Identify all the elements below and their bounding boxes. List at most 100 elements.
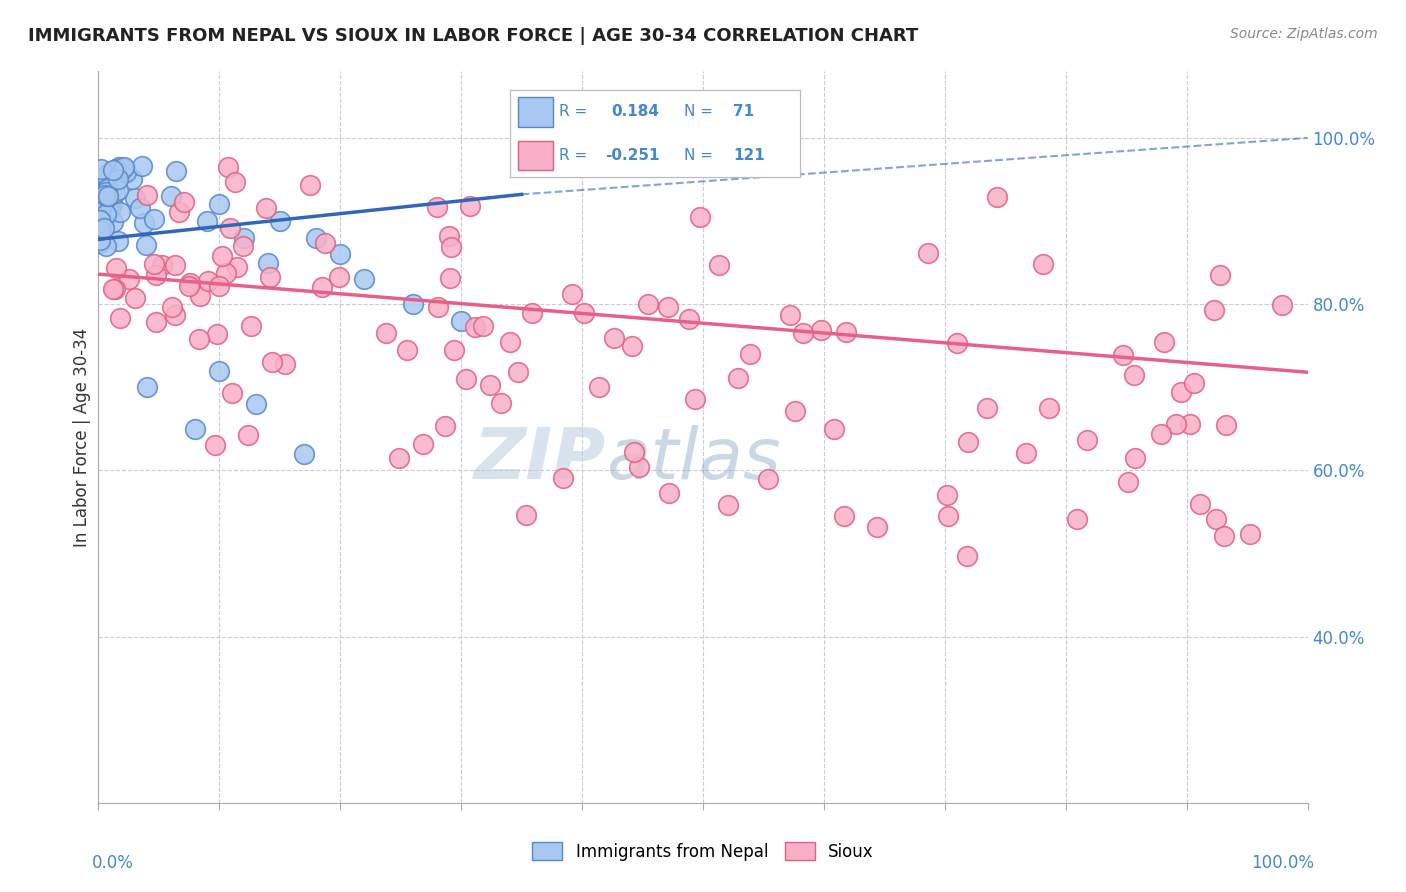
Point: [179, 277, 201, 291]
Point: [135, 238, 157, 252]
Point: [121, 172, 143, 186]
Text: Source: ZipAtlas.com: Source: ZipAtlas.com: [1230, 27, 1378, 41]
Point: [93, 212, 115, 227]
Point: [464, 319, 486, 334]
Point: [976, 401, 998, 416]
Point: [603, 331, 626, 345]
Point: [1076, 434, 1098, 448]
Point: [98, 188, 121, 202]
Point: [90, 220, 112, 235]
Point: [936, 509, 959, 524]
Point: [520, 306, 543, 320]
Point: [208, 197, 231, 211]
Point: [232, 230, 254, 244]
Point: [1032, 257, 1054, 271]
Point: [515, 508, 537, 522]
Point: [412, 437, 434, 451]
Point: [90, 162, 112, 177]
Point: [107, 183, 129, 197]
Point: [98, 202, 121, 216]
Point: [93, 187, 115, 202]
Point: [96, 181, 118, 195]
Point: [1182, 376, 1205, 390]
Point: [89, 223, 111, 237]
Point: [135, 188, 157, 202]
Point: [637, 297, 659, 311]
Point: [165, 164, 187, 178]
Point: [623, 445, 645, 459]
Point: [150, 258, 173, 272]
Point: [946, 335, 969, 350]
Y-axis label: In Labor Force | Age 30-34: In Labor Force | Age 30-34: [73, 327, 91, 547]
Point: [101, 163, 124, 178]
Point: [238, 428, 260, 442]
Point: [163, 308, 186, 322]
Point: [208, 279, 231, 293]
Point: [135, 380, 157, 394]
Point: [756, 471, 779, 485]
Legend: Immigrants from Nepal, Sioux: Immigrants from Nepal, Sioux: [526, 836, 880, 868]
Point: [256, 255, 278, 269]
Point: [112, 160, 135, 174]
Point: [832, 509, 855, 524]
Point: [254, 202, 277, 216]
Point: [132, 216, 155, 230]
Point: [792, 326, 814, 341]
Point: [450, 314, 472, 328]
Point: [785, 403, 807, 417]
Point: [93, 221, 115, 235]
Point: [834, 325, 856, 339]
Point: [108, 310, 131, 325]
Point: [1205, 511, 1227, 525]
Point: [627, 460, 650, 475]
Point: [162, 300, 184, 314]
Point: [329, 247, 352, 261]
Point: [107, 235, 129, 249]
Point: [259, 270, 281, 285]
Point: [89, 233, 111, 247]
Point: [240, 318, 263, 333]
Point: [709, 258, 731, 272]
Point: [89, 235, 111, 249]
Text: IMMIGRANTS FROM NEPAL VS SIOUX IN LABOR FORCE | AGE 30-34 CORRELATION CHART: IMMIGRANTS FROM NEPAL VS SIOUX IN LABOR …: [28, 27, 918, 45]
Point: [89, 188, 111, 202]
Point: [94, 238, 117, 252]
Point: [1112, 347, 1135, 361]
Point: [105, 261, 128, 276]
Point: [1149, 426, 1171, 441]
Point: [588, 380, 610, 394]
Point: [439, 270, 461, 285]
Point: [678, 312, 700, 326]
Point: [129, 201, 152, 215]
Point: [561, 286, 583, 301]
Point: [224, 175, 246, 189]
Point: [1066, 512, 1088, 526]
Point: [142, 212, 165, 227]
Text: 0.0%: 0.0%: [93, 854, 134, 872]
Point: [620, 339, 643, 353]
Point: [274, 358, 297, 372]
Point: [89, 213, 111, 227]
Point: [108, 161, 131, 175]
Point: [218, 220, 240, 235]
Point: [93, 184, 115, 198]
Point: [217, 160, 239, 174]
Point: [396, 343, 419, 358]
Point: [96, 207, 118, 221]
Point: [145, 315, 167, 329]
Point: [460, 199, 482, 213]
Point: [94, 188, 117, 202]
Point: [208, 363, 231, 377]
Point: [96, 189, 118, 203]
Point: [91, 198, 114, 212]
Point: [388, 450, 411, 465]
Point: [89, 233, 111, 247]
Point: [188, 332, 211, 346]
Point: [375, 326, 398, 340]
Point: [689, 211, 711, 225]
Text: 100.0%: 100.0%: [1250, 854, 1313, 872]
Point: [89, 236, 111, 251]
Point: [98, 204, 121, 219]
Point: [353, 272, 375, 286]
Point: [89, 229, 111, 244]
